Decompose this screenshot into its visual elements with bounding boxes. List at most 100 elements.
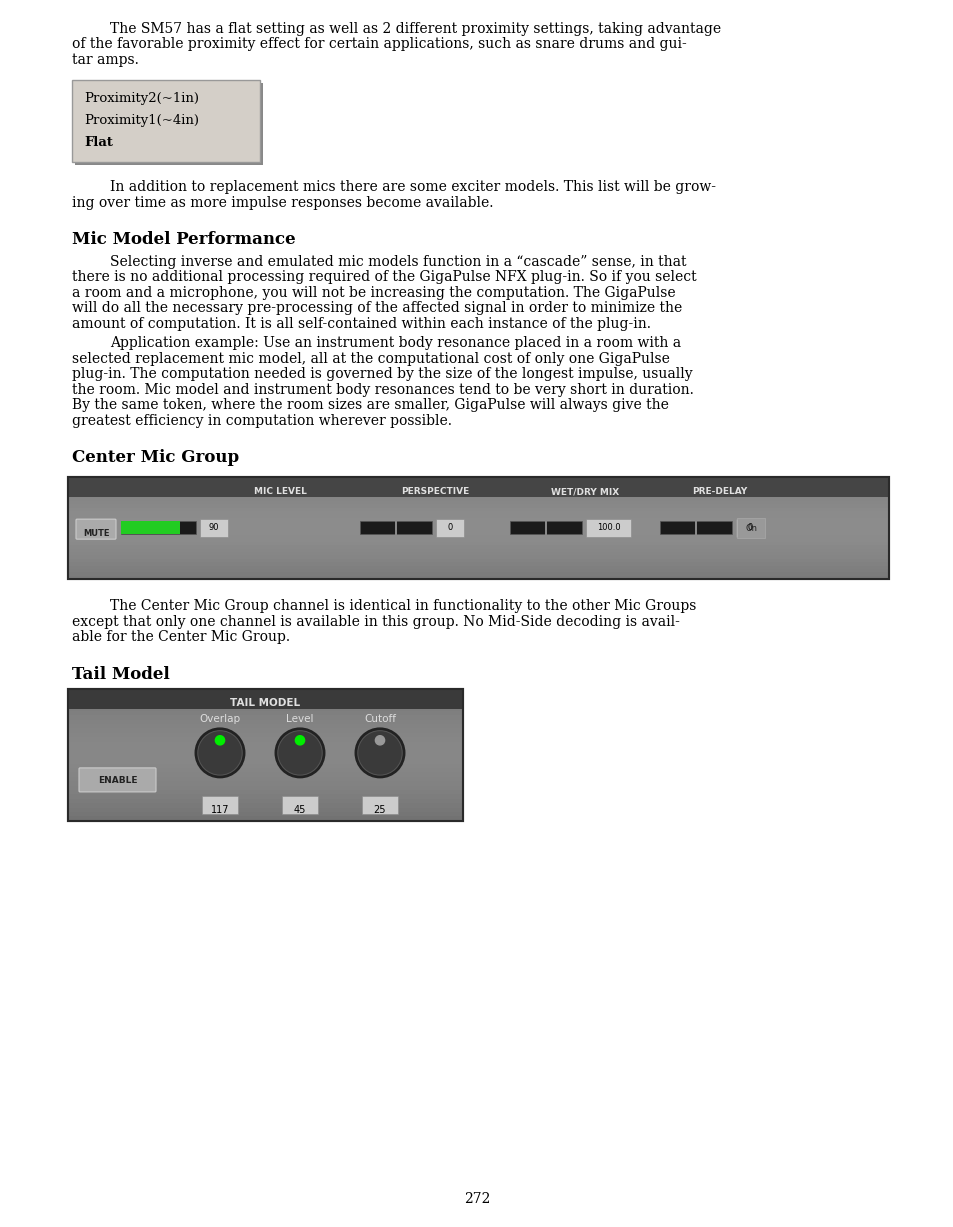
Circle shape xyxy=(274,728,324,778)
Text: Center Mic Group: Center Mic Group xyxy=(71,449,239,466)
Bar xyxy=(68,504,888,508)
FancyBboxPatch shape xyxy=(79,768,156,791)
Bar xyxy=(200,519,228,537)
Bar xyxy=(735,519,763,537)
Circle shape xyxy=(278,731,320,774)
Bar xyxy=(68,782,462,785)
Circle shape xyxy=(195,728,245,778)
Text: MIC LEVEL: MIC LEVEL xyxy=(253,487,306,496)
Bar xyxy=(68,763,462,768)
Bar xyxy=(68,514,888,518)
Bar xyxy=(359,520,432,534)
Text: TAIL MODEL: TAIL MODEL xyxy=(231,698,300,708)
Text: ing over time as more impulse responses become available.: ing over time as more impulse responses … xyxy=(71,196,493,210)
Bar xyxy=(68,542,888,545)
Text: The SM57 has a flat setting as well as 2 different proximity settings, taking ad: The SM57 has a flat setting as well as 2… xyxy=(110,22,720,36)
Bar xyxy=(68,558,888,562)
Bar xyxy=(68,688,462,709)
Bar xyxy=(68,483,888,487)
Text: able for the Center Mic Group.: able for the Center Mic Group. xyxy=(71,631,290,644)
Bar xyxy=(68,807,462,812)
Text: 90: 90 xyxy=(209,523,219,533)
Bar xyxy=(68,477,888,497)
Text: In addition to replacement mics there are some exciter models. This list will be: In addition to replacement mics there ar… xyxy=(110,180,716,195)
Text: tar amps.: tar amps. xyxy=(71,53,139,67)
Text: the room. Mic model and instrument body resonances tend to be very short in dura: the room. Mic model and instrument body … xyxy=(71,383,693,396)
Text: 45: 45 xyxy=(294,805,306,815)
Bar xyxy=(68,777,462,782)
Text: Mic Model Performance: Mic Model Performance xyxy=(71,232,295,249)
Bar xyxy=(68,556,888,558)
Bar xyxy=(68,521,888,525)
Bar xyxy=(68,518,888,521)
Text: except that only one channel is available in this group. No Mid-Side decoding is: except that only one channel is availabl… xyxy=(71,615,679,628)
Text: selected replacement mic model, all at the computational cost of only one GigaPu: selected replacement mic model, all at t… xyxy=(71,352,669,366)
Text: WET/DRY MIX: WET/DRY MIX xyxy=(550,487,618,496)
Text: ENABLE: ENABLE xyxy=(97,775,137,785)
Text: 0: 0 xyxy=(447,523,452,533)
Bar xyxy=(68,512,888,514)
Bar xyxy=(68,715,462,720)
Text: Tail Model: Tail Model xyxy=(71,666,170,682)
Bar xyxy=(75,83,263,166)
Bar xyxy=(68,707,462,710)
Text: The Center Mic Group channel is identical in functionality to the other Mic Grou: The Center Mic Group channel is identica… xyxy=(110,599,696,614)
Bar xyxy=(361,796,397,814)
Bar xyxy=(68,812,462,816)
Bar xyxy=(68,688,462,821)
FancyBboxPatch shape xyxy=(76,519,116,539)
Text: 272: 272 xyxy=(463,1191,490,1206)
Bar xyxy=(68,481,888,483)
Bar xyxy=(659,520,731,534)
Bar xyxy=(395,520,396,535)
Bar xyxy=(68,528,888,531)
Text: there is no additional processing required of the GigaPulse NFX plug-in. So if y: there is no additional processing requir… xyxy=(71,270,696,285)
Text: Proximity2(~1in): Proximity2(~1in) xyxy=(84,92,199,106)
Bar xyxy=(68,741,462,746)
Bar xyxy=(68,569,888,572)
Bar xyxy=(68,531,888,535)
Text: plug-in. The computation needed is governed by the size of the longest impulse, : plug-in. The computation needed is gover… xyxy=(71,367,692,382)
Bar xyxy=(68,494,888,498)
Text: On: On xyxy=(744,524,757,534)
Bar xyxy=(68,795,462,799)
Bar xyxy=(68,710,462,715)
Bar xyxy=(436,519,463,537)
Bar xyxy=(68,491,888,494)
Text: greatest efficiency in computation wherever possible.: greatest efficiency in computation where… xyxy=(71,413,452,428)
Text: PERSPECTIVE: PERSPECTIVE xyxy=(400,487,469,496)
Text: Application example: Use an instrument body resonance placed in a room with a: Application example: Use an instrument b… xyxy=(110,336,680,350)
Bar xyxy=(585,519,630,537)
Bar xyxy=(68,702,462,707)
Bar xyxy=(544,520,546,535)
Bar xyxy=(68,525,888,528)
Bar xyxy=(68,816,462,821)
Bar xyxy=(68,724,462,729)
Circle shape xyxy=(375,736,384,745)
Bar xyxy=(68,746,462,751)
Text: of the favorable proximity effect for certain applications, such as snare drums : of the favorable proximity effect for ce… xyxy=(71,38,686,52)
Text: Proximity1(~4in): Proximity1(~4in) xyxy=(84,114,199,128)
Circle shape xyxy=(215,736,224,745)
Text: Cutoff: Cutoff xyxy=(364,714,395,724)
Text: will do all the necessary pre-processing of the affected signal in order to mini: will do all the necessary pre-processing… xyxy=(71,302,681,315)
Text: By the same token, where the room sizes are smaller, GigaPulse will always give : By the same token, where the room sizes … xyxy=(71,399,668,412)
Bar xyxy=(68,688,462,821)
Bar xyxy=(68,751,462,755)
Bar xyxy=(68,552,888,556)
Bar xyxy=(68,575,888,579)
Bar xyxy=(68,688,462,693)
Bar xyxy=(68,773,462,777)
FancyBboxPatch shape xyxy=(737,518,764,539)
Circle shape xyxy=(355,728,404,778)
Bar xyxy=(68,548,888,552)
Text: PRE-DELAY: PRE-DELAY xyxy=(692,487,747,496)
Text: amount of computation. It is all self-contained within each instance of the plug: amount of computation. It is all self-co… xyxy=(71,317,650,331)
Circle shape xyxy=(357,731,401,775)
Bar xyxy=(68,566,888,569)
Circle shape xyxy=(199,731,241,774)
Bar xyxy=(71,81,260,162)
Bar xyxy=(68,693,462,698)
Bar xyxy=(68,477,888,579)
Text: Overlap: Overlap xyxy=(199,714,240,724)
